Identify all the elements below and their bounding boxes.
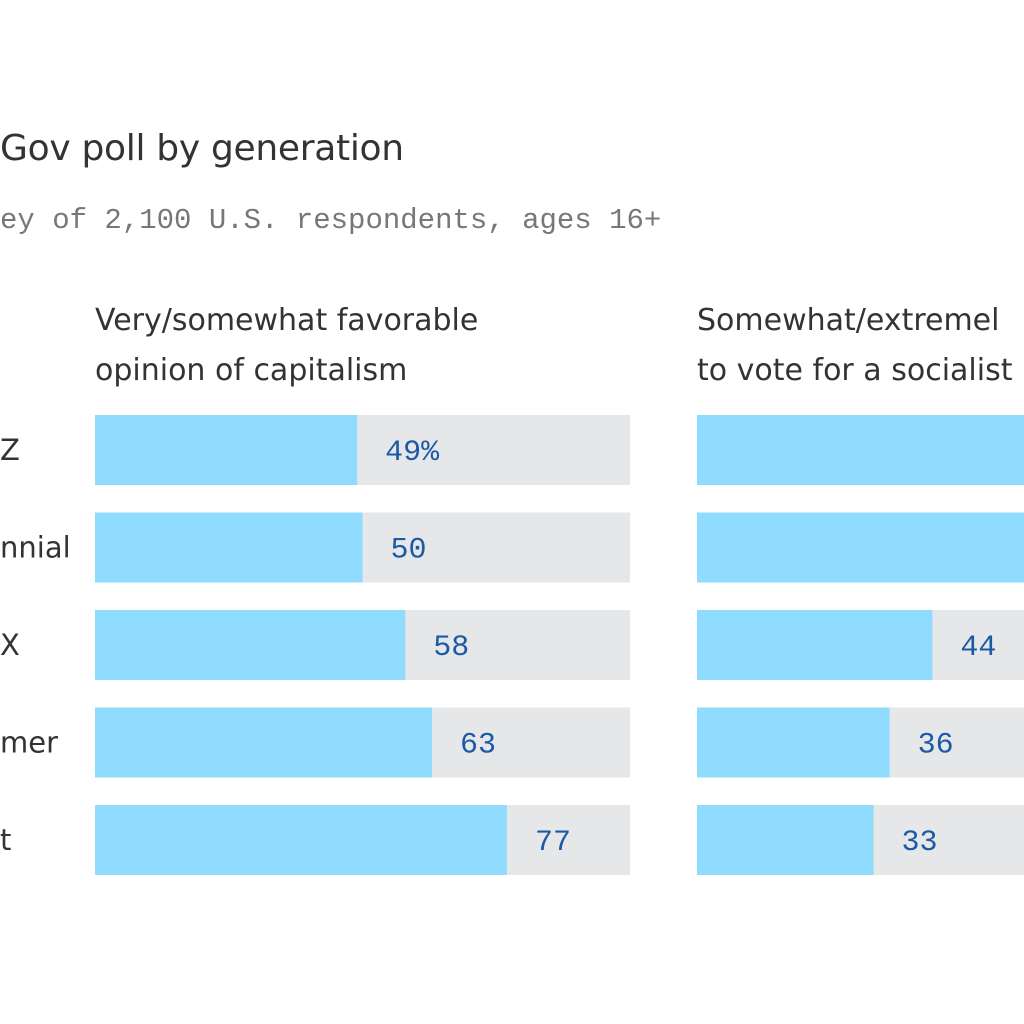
panel-title-socialist: Somewhat/extremel to vote for a socialis… — [697, 296, 1012, 396]
bar — [95, 512, 363, 583]
data-label: 49% — [385, 436, 440, 470]
data-label: 58 — [433, 631, 469, 665]
bar — [95, 707, 433, 778]
bar — [697, 610, 933, 680]
data-label: 63 — [460, 729, 496, 763]
data-label: 33 — [902, 826, 938, 860]
category-label: Z — [0, 433, 20, 467]
bar — [697, 707, 890, 778]
category-label: mer — [0, 726, 58, 760]
category-label: X — [0, 628, 20, 662]
chart-title: Gov poll by generation — [0, 128, 404, 169]
data-label: 50 — [391, 534, 427, 568]
bar — [95, 415, 358, 485]
data-label: 36 — [918, 729, 954, 763]
chart-subtitle: ey of 2,100 U.S. respondents, ages 16+ — [0, 204, 662, 237]
bar — [95, 805, 507, 875]
panel-title-line: Somewhat/extremel — [697, 303, 1000, 338]
data-label: 77 — [535, 826, 571, 860]
bar — [697, 805, 874, 875]
category-label: t — [0, 823, 11, 857]
panel-title-line: Very/somewhat favorable — [95, 303, 479, 338]
panel-title-line: to vote for a socialist — [697, 353, 1013, 388]
category-label: nnial — [0, 531, 71, 565]
panel-title-line: opinion of capitalism — [95, 353, 408, 388]
bar — [95, 610, 406, 680]
bar — [697, 512, 1024, 583]
panel-title-capitalism: Very/somewhat favorable opinion of capit… — [95, 296, 478, 396]
data-label: 44 — [960, 631, 996, 665]
bar — [697, 415, 1024, 485]
